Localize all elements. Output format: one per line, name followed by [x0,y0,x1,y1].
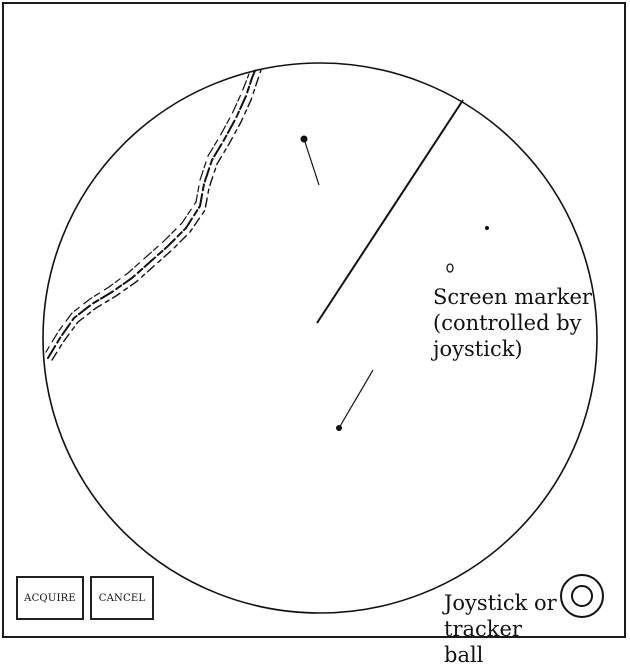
joystick-label-line-2: tracker ball [444,617,522,667]
radar-scope [42,62,598,614]
screen-marker[interactable] [446,263,454,273]
heading-marker-line [316,99,464,324]
screen-marker-label-line-2: (controlled by [433,311,582,335]
screen-marker-label-line-1: Screen marker [433,285,592,309]
target-echo-2-vector [338,369,374,429]
screen-marker-label: Screen marker (controlled by joystick) [433,284,613,362]
coastline-echo [45,67,262,361]
joystick-label: Joystick or tracker ball [444,590,564,668]
joystick-label-line-1: Joystick or [444,591,557,615]
cancel-button[interactable]: CANCEL [90,576,154,620]
radar-screen-circle [42,62,598,614]
joystick-icon[interactable] [556,570,608,622]
acquire-button[interactable]: ACQUIRE [16,576,84,620]
screen-marker-label-line-3: joystick) [433,337,523,361]
display-frame [2,2,626,638]
target-echo-1-vector [303,138,320,186]
small-echo [485,226,489,230]
